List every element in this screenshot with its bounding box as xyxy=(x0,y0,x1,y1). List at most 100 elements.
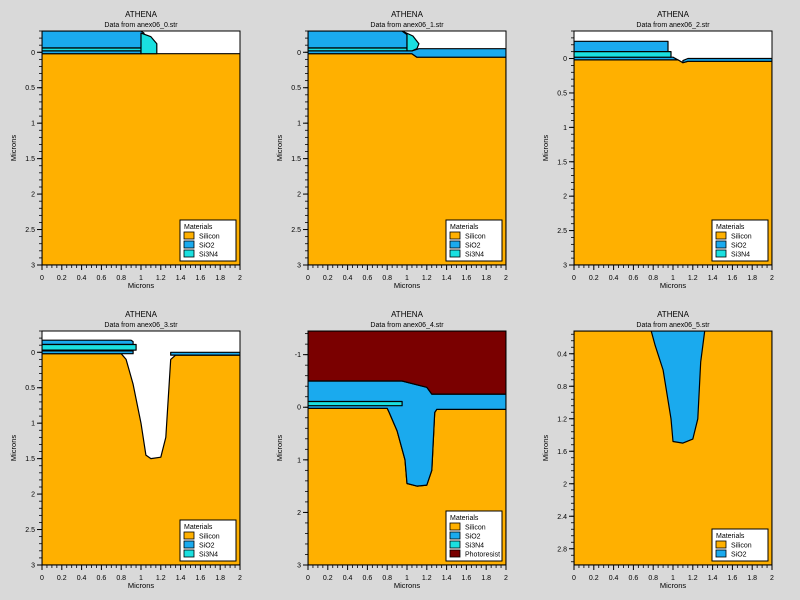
y-tick-label: 2.8 xyxy=(557,546,567,553)
x-tick-label: 1.2 xyxy=(422,275,432,282)
legend-swatch xyxy=(715,549,727,558)
legend-entry: Silicon xyxy=(465,234,486,241)
legend-swatch xyxy=(449,249,461,258)
legend-entry: Photoresist xyxy=(465,552,500,559)
y-axis-label: Microns xyxy=(9,135,18,162)
x-tick-label: 1.4 xyxy=(708,275,718,282)
chart-title: ATHENA xyxy=(391,310,424,319)
x-tick-label: 2 xyxy=(504,275,508,282)
region-si3n4 xyxy=(401,31,420,52)
x-tick-label: 1.6 xyxy=(462,275,472,282)
x-tick-label: 0.4 xyxy=(343,575,353,582)
x-tick-label: 1.4 xyxy=(176,575,186,582)
region-sio2 xyxy=(42,350,134,355)
x-tick-label: 0.8 xyxy=(382,575,392,582)
x-tick-label: 1.8 xyxy=(481,575,491,582)
legend-swatch xyxy=(183,531,195,540)
x-tick-label: 0 xyxy=(572,275,576,282)
y-tick-label: 1 xyxy=(297,121,301,128)
region-photoresist xyxy=(308,331,506,395)
region-si3n4 xyxy=(140,32,158,55)
legend-swatch xyxy=(715,249,727,258)
y-tick-label: 1.6 xyxy=(557,449,567,456)
legend-entry: SiO2 xyxy=(199,243,215,250)
legend-entry: Si3N4 xyxy=(199,252,218,259)
x-tick-label: 1.8 xyxy=(215,575,225,582)
chart-subtitle: Data from anex06_5.str xyxy=(636,322,710,329)
y-tick-label: 0 xyxy=(31,50,35,57)
legend-swatch xyxy=(183,240,195,249)
x-tick-label: 1 xyxy=(405,275,409,282)
legend-title: Materials xyxy=(450,515,479,522)
y-tick-label: 1.5 xyxy=(25,456,35,463)
legend-swatch xyxy=(715,240,727,249)
x-tick-label: 0 xyxy=(40,575,44,582)
y-tick-label: 1 xyxy=(563,125,567,132)
chart-subtitle: Data from anex06_0.str xyxy=(104,22,178,29)
x-tick-label: 2 xyxy=(770,575,774,582)
x-tick-label: 1.6 xyxy=(728,575,738,582)
chart-title: ATHENA xyxy=(657,10,690,19)
y-tick-label: 3 xyxy=(563,263,567,270)
x-tick-label: 0.6 xyxy=(363,275,373,282)
region-sio2 xyxy=(42,31,145,49)
x-tick-label: 1.8 xyxy=(747,575,757,582)
region-layer xyxy=(308,31,506,265)
x-tick-label: 0.8 xyxy=(116,275,126,282)
x-axis-label: Microns xyxy=(660,281,687,290)
region-silicon xyxy=(42,53,240,265)
x-tick-label: 1.2 xyxy=(156,575,166,582)
legend-entry: Si3N4 xyxy=(731,252,750,259)
x-tick-label: 1.4 xyxy=(442,275,452,282)
x-tick-label: 0.6 xyxy=(97,575,107,582)
y-axis-label: Microns xyxy=(541,135,550,162)
y-tick-label: 0.8 xyxy=(557,384,567,391)
x-tick-label: 1.4 xyxy=(442,575,452,582)
legend-title: Materials xyxy=(716,533,745,540)
region-si3n4 xyxy=(308,400,403,407)
x-tick-label: 1 xyxy=(139,275,143,282)
x-axis-label: Microns xyxy=(394,281,421,290)
x-tick-label: 2 xyxy=(238,575,242,582)
x-tick-label: 1.4 xyxy=(708,575,718,582)
legend-entry: SiO2 xyxy=(731,552,747,559)
x-tick-label: 0.8 xyxy=(648,575,658,582)
region-silicon xyxy=(42,353,240,565)
x-tick-label: 1.6 xyxy=(196,575,206,582)
region-sio2 xyxy=(682,57,772,64)
x-axis-label: Microns xyxy=(394,581,421,590)
legend: Materials Silicon SiO2 xyxy=(711,528,769,562)
legend-entry: Silicon xyxy=(465,525,486,532)
y-tick-label: 1 xyxy=(31,121,35,128)
region-layer xyxy=(42,339,240,565)
legend: Materials Silicon SiO2 Si3N4 xyxy=(711,219,769,262)
chart-title: ATHENA xyxy=(125,310,158,319)
legend-entry: SiO2 xyxy=(465,243,481,250)
legend-swatch xyxy=(449,549,461,558)
x-tick-label: 1 xyxy=(671,275,675,282)
chart-panel-6: ATHENA Data from anex06_5.str 0 0.2 0.4 0.6 0.… xyxy=(541,310,774,590)
y-tick-label: 2 xyxy=(563,194,567,201)
legend-swatch xyxy=(449,522,461,531)
x-tick-label: 0.2 xyxy=(589,575,599,582)
chart-panel-4: ATHENA Data from anex06_3.str 0 0.2 0.4 0.6 0.… xyxy=(9,310,242,590)
x-tick-label: 0 xyxy=(306,275,310,282)
x-tick-label: 2 xyxy=(770,275,774,282)
x-tick-label: 0.6 xyxy=(629,575,639,582)
x-tick-label: 0.8 xyxy=(116,575,126,582)
y-tick-label: 0.5 xyxy=(25,385,35,392)
y-tick-label: 0.5 xyxy=(291,85,301,92)
x-tick-label: 1.6 xyxy=(728,275,738,282)
x-tick-label: 0.8 xyxy=(382,275,392,282)
legend-swatch xyxy=(183,249,195,258)
y-tick-label: 0 xyxy=(297,405,301,412)
x-tick-label: 0.4 xyxy=(609,275,619,282)
x-tick-label: 1.8 xyxy=(481,275,491,282)
region-si3n4 xyxy=(42,47,145,52)
x-tick-label: 0.6 xyxy=(363,575,373,582)
x-tick-label: 1.6 xyxy=(462,575,472,582)
chart-panel-3: ATHENA Data from anex06_2.str 0 0.2 0.4 0.6 0.… xyxy=(541,10,774,290)
x-tick-label: 0.4 xyxy=(77,575,87,582)
y-tick-label: -1 xyxy=(295,352,301,359)
legend-swatch xyxy=(449,240,461,249)
